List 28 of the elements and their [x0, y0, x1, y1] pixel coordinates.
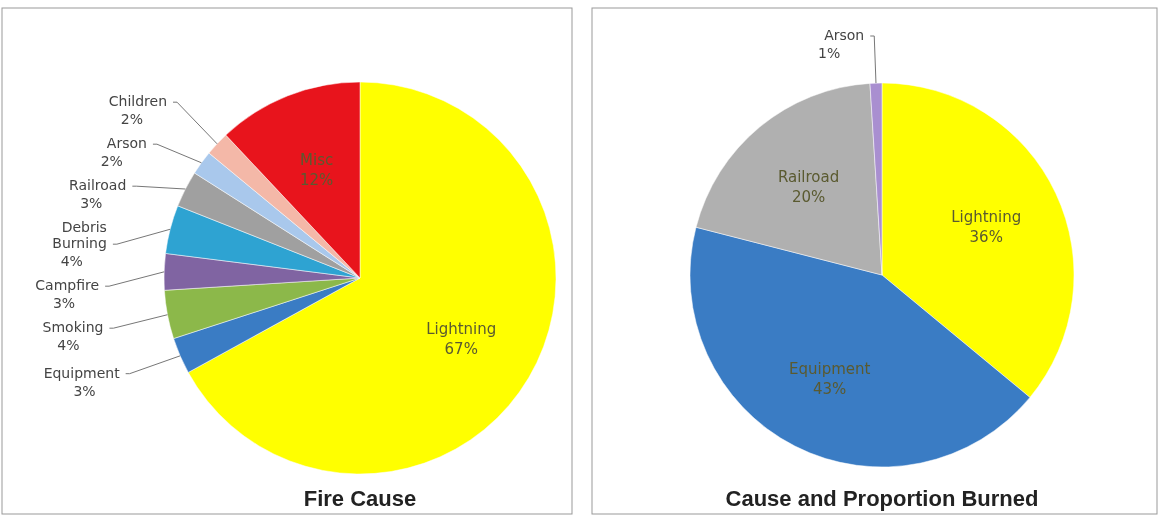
- slice-label: Arson: [824, 27, 865, 43]
- data-label: 2%: [100, 153, 123, 170]
- data-label: 1%: [818, 45, 841, 61]
- data-label: 3%: [73, 382, 96, 399]
- slice-label: Railroad: [777, 168, 840, 187]
- slice-label: Children: [108, 93, 168, 110]
- data-label: 4%: [57, 337, 80, 354]
- slice-label: Lightning: [951, 207, 1022, 226]
- slice-label: Smoking: [42, 319, 104, 336]
- data-label: 36%: [969, 227, 1003, 246]
- data-label: 3%: [80, 195, 103, 212]
- slice-label: Equipment: [788, 359, 871, 378]
- data-label: 3%: [52, 295, 76, 312]
- slice-label: Lightning: [426, 319, 497, 338]
- data-label: 2%: [120, 111, 144, 128]
- data-label: 20%: [791, 188, 826, 207]
- data-label: 12%: [300, 170, 334, 189]
- text: Cause and Proportion Burned: [725, 486, 1039, 511]
- slice-label: Misc: [300, 150, 334, 169]
- text: Fire Cause: [303, 486, 417, 511]
- slice-label: Debris Burning: [52, 219, 107, 252]
- slice-label: Railroad: [69, 177, 127, 194]
- data-label: 43%: [813, 379, 847, 398]
- data-label: 4%: [60, 253, 83, 270]
- slice-label: Arson: [106, 135, 147, 152]
- slice-label: Equipment: [43, 364, 121, 381]
- slice-label: Campfire: [35, 277, 100, 294]
- data-label: 67%: [444, 339, 478, 358]
